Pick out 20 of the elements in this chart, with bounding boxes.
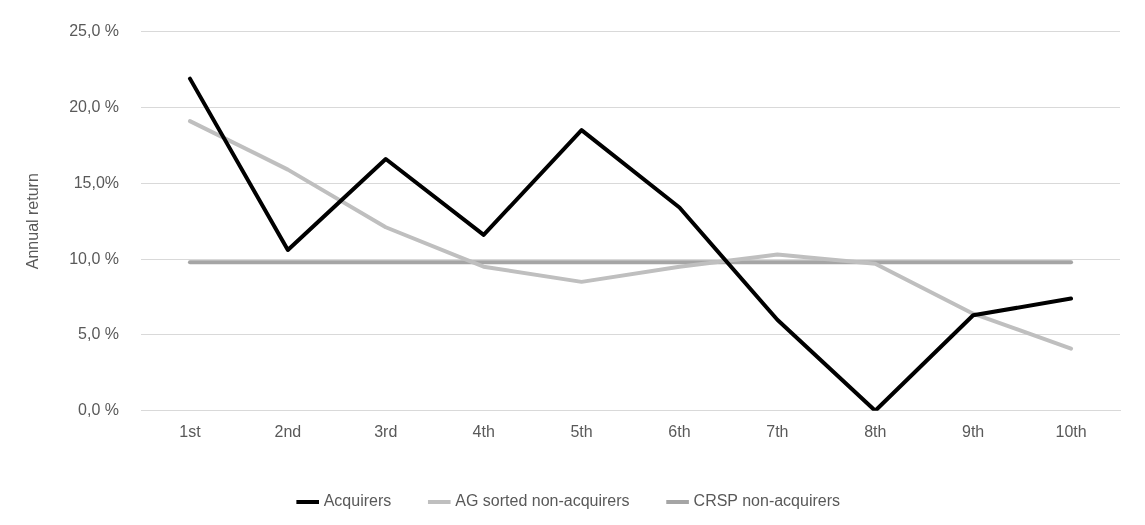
x-tick-label: 5th xyxy=(570,422,593,440)
x-tick-label: 6th xyxy=(668,422,691,440)
y-tick-label: 15,0% xyxy=(73,173,120,191)
x-tick-label: 3rd xyxy=(374,422,398,440)
x-tick-label: 8th xyxy=(864,422,887,440)
y-axis-title: Annual return xyxy=(24,173,42,270)
y-tick-label: 25,0 % xyxy=(69,22,120,40)
x-tick-label: 4th xyxy=(472,422,495,440)
legend-label: CRSP non-acquirers xyxy=(693,492,841,510)
y-tick-label: 20,0 % xyxy=(69,97,120,115)
y-tick-label: 0,0 % xyxy=(78,401,120,419)
x-tick-label: 10th xyxy=(1055,422,1087,440)
x-tick-label: 2nd xyxy=(274,422,302,440)
x-tick-label: 9th xyxy=(962,422,985,440)
legend-label: AG sorted non-acquirers xyxy=(455,492,630,510)
x-tick-label: 1st xyxy=(179,422,202,440)
y-tick-label: 10,0 % xyxy=(69,249,120,267)
legend-label: Acquirers xyxy=(323,492,392,510)
x-tick-label: 7th xyxy=(766,422,789,440)
y-tick-label: 5,0 % xyxy=(78,325,120,343)
